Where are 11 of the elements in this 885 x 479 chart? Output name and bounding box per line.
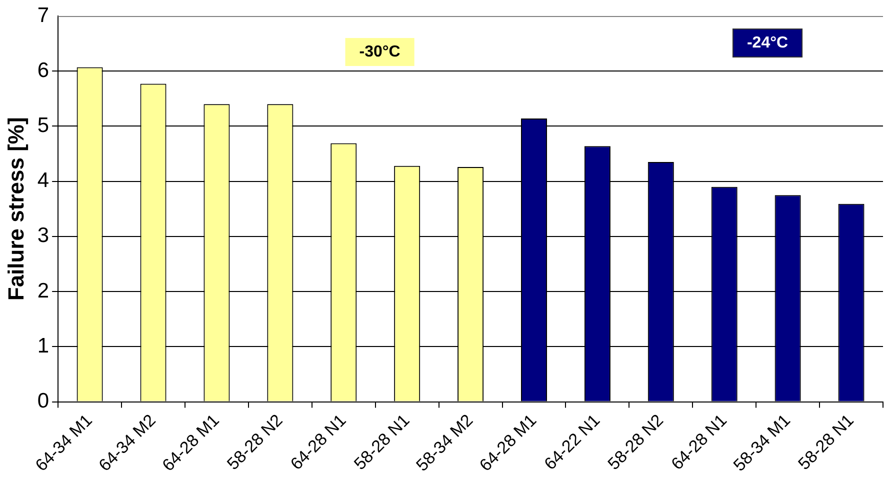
annotation: -30°C [359, 43, 401, 60]
y-tick-label: 5 [37, 114, 50, 138]
y-tick-label: 7 [37, 4, 50, 27]
y-tick-label: 1 [37, 334, 50, 358]
y-tick-label: 6 [37, 58, 50, 82]
y-tick-label: 0 [37, 390, 50, 413]
y-tick-label: 2 [37, 279, 50, 302]
y-tick-label: 3 [37, 224, 50, 248]
y-axis-title: Failure stress [%] [3, 117, 28, 301]
annotation: -24°C [746, 34, 788, 52]
y-tick-label: 4 [37, 169, 50, 192]
